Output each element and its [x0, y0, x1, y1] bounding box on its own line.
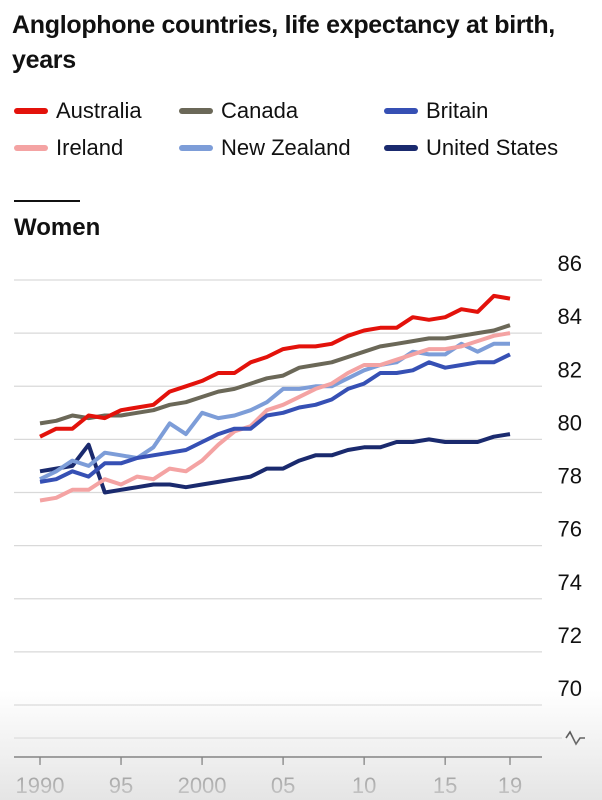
y-tick-label: 84	[558, 304, 582, 329]
y-tick-label: 86	[558, 251, 582, 276]
x-tick-label: 19	[498, 773, 522, 798]
series-line-britain	[39, 352, 511, 484]
panel-title: Women	[14, 214, 101, 241]
y-tick-label: 80	[558, 410, 582, 435]
series-line-australia	[39, 293, 511, 439]
series-line-canada	[39, 323, 511, 426]
legend: Australia Canada Britain Ireland New Zea…	[14, 96, 594, 176]
y-tick-label: 76	[558, 517, 582, 542]
x-tick-label: 05	[271, 773, 295, 798]
legend-item-canada: Canada	[179, 96, 298, 126]
legend-label-united-states: United States	[426, 135, 559, 160]
y-tick-label: 70	[558, 676, 582, 701]
legend-swatch-britain	[384, 108, 418, 114]
x-tick-label: 1990	[16, 773, 65, 798]
series-line-new-zealand	[39, 341, 510, 481]
legend-item-australia: Australia	[14, 96, 142, 126]
legend-swatch-ireland	[14, 145, 48, 151]
y-tick-label: 82	[558, 357, 582, 382]
x-tick-label: 15	[433, 773, 457, 798]
y-tick-label: 74	[558, 570, 582, 595]
series-line-ireland	[39, 331, 511, 503]
chart-title: Anglophone countries, life expectancy at…	[12, 11, 555, 74]
y-tick-label: 72	[558, 623, 582, 648]
legend-item-united-states: United States	[384, 133, 558, 163]
legend-swatch-australia	[14, 108, 48, 114]
legend-item-britain: Britain	[384, 96, 488, 126]
legend-label-ireland: Ireland	[56, 135, 124, 160]
series-line-united-states	[39, 432, 511, 495]
legend-item-new-zealand: New Zealand	[179, 133, 351, 163]
legend-label-britain: Britain	[426, 98, 489, 123]
legend-item-ireland: Ireland	[14, 133, 123, 163]
legend-swatch-canada	[179, 108, 213, 114]
legend-swatch-new-zealand	[179, 145, 213, 151]
legend-label-canada: Canada	[221, 98, 299, 123]
x-tick-label: 2000	[178, 773, 227, 798]
axis-break-icon	[565, 730, 585, 746]
x-tick-label: 10	[352, 773, 376, 798]
panel-rule	[14, 200, 80, 202]
legend-label-australia: Australia	[56, 98, 142, 123]
y-tick-label: 78	[558, 464, 582, 489]
x-tick-label: 95	[109, 773, 133, 798]
legend-label-new-zealand: New Zealand	[221, 135, 351, 160]
legend-swatch-united-states	[384, 145, 418, 151]
